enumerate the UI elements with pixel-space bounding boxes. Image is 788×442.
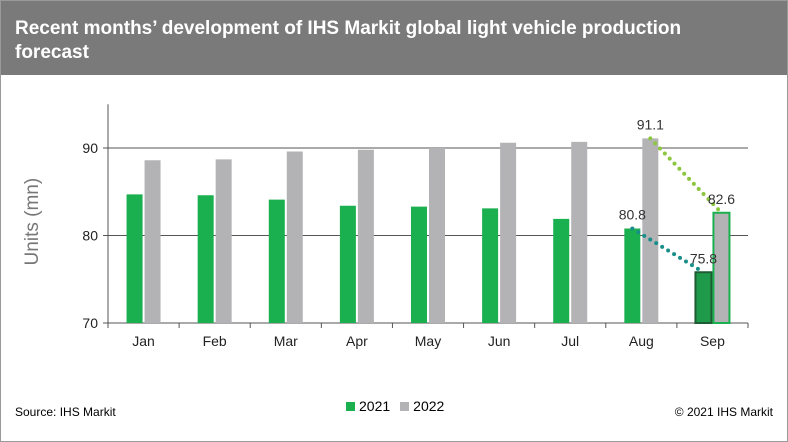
legend-swatch-2022 bbox=[400, 401, 410, 411]
bar-2021-sep bbox=[694, 271, 713, 324]
source-note: Source: IHS Markit bbox=[15, 405, 116, 419]
legend: 2021 2022 bbox=[346, 398, 454, 414]
copyright-note: © 2021 IHS Markit bbox=[674, 405, 773, 419]
labels: 80.8 75.8 91.1 82.6 bbox=[619, 116, 736, 266]
bar-2021-aug bbox=[624, 228, 641, 323]
y-axis-title: Units (mn) bbox=[22, 178, 43, 266]
bar-2022-may bbox=[429, 148, 445, 323]
bar-2022-aug bbox=[642, 138, 659, 323]
legend-item-2021: 2021 bbox=[346, 398, 390, 414]
y-tick-label: 80 bbox=[82, 228, 98, 244]
data-label-2021-sep: 75.8 bbox=[690, 250, 717, 266]
legend-label-2021: 2021 bbox=[359, 398, 391, 414]
trend-lines bbox=[630, 136, 724, 275]
bar-2021-jun bbox=[482, 208, 499, 323]
bar-2021-feb bbox=[197, 195, 214, 323]
legend-label-2022: 2022 bbox=[413, 398, 445, 414]
bar-2022-jul bbox=[571, 141, 588, 323]
x-tick-label-jan: Jan bbox=[132, 333, 155, 349]
x-tick-label-feb: Feb bbox=[203, 333, 227, 349]
x-tick-label-jun: Jun bbox=[488, 333, 511, 349]
chart-title: Recent months’ development of IHS Markit… bbox=[15, 18, 682, 63]
bar-2021-mar bbox=[268, 199, 285, 323]
data-label-2022-aug: 91.1 bbox=[637, 116, 664, 132]
bar-2022-apr bbox=[357, 149, 374, 323]
x-tick-label-aug: Aug bbox=[629, 333, 654, 349]
bar-2022-feb bbox=[215, 159, 232, 323]
data-label-2022-sep: 82.6 bbox=[708, 191, 735, 207]
title-bar: Recent months’ development of IHS Markit… bbox=[1, 1, 787, 75]
trend-line-2021 bbox=[630, 226, 706, 275]
x-tick-label-sep: Sep bbox=[700, 333, 725, 349]
bar-2022-sep bbox=[712, 211, 731, 324]
trend-line-2022 bbox=[648, 136, 724, 215]
bar-2022-mar bbox=[286, 151, 303, 323]
bar-2021-may bbox=[411, 206, 427, 323]
axes: 70 80 90 Units (mn) Jan Feb Mar Apr May Jun Jul Aug… bbox=[22, 104, 749, 349]
x-tick-label-may: May bbox=[415, 333, 441, 349]
data-label-2021-aug: 80.8 bbox=[619, 207, 646, 223]
bar-2021-jan bbox=[126, 194, 143, 323]
bars bbox=[126, 138, 731, 324]
legend-swatch-2021 bbox=[346, 401, 355, 411]
bar-2022-jun bbox=[500, 142, 517, 323]
bar-2021-apr bbox=[339, 205, 356, 323]
x-tick-label-mar: Mar bbox=[274, 333, 298, 349]
bar-2021-jul bbox=[553, 218, 570, 323]
legend-item-2022: 2022 bbox=[400, 398, 444, 414]
y-tick-label: 70 bbox=[82, 315, 98, 331]
x-tick-label-apr: Apr bbox=[346, 333, 368, 349]
bar-2022-jan bbox=[144, 160, 161, 323]
x-tick-label-jul: Jul bbox=[561, 333, 579, 349]
y-tick-label: 90 bbox=[82, 140, 98, 156]
gridlines bbox=[108, 147, 748, 236]
